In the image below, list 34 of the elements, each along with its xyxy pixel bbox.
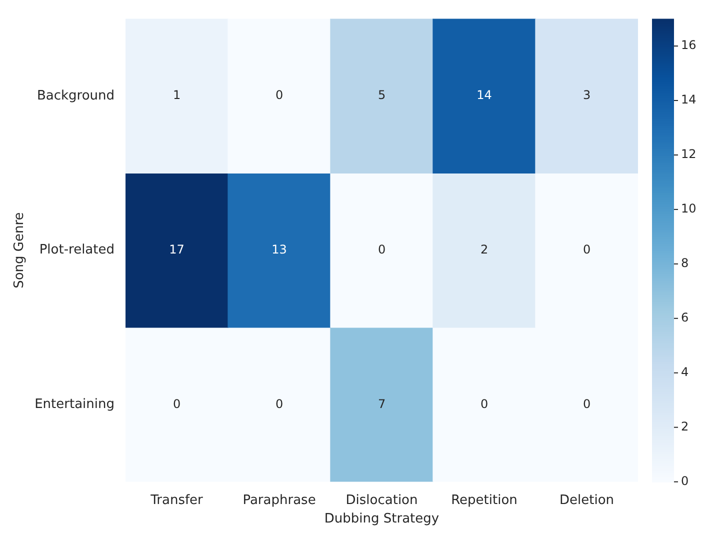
data-label: 7: [378, 396, 386, 411]
data-label: 14: [476, 88, 492, 102]
y-tick-label: Entertaining: [34, 397, 115, 412]
data-label: 0: [582, 396, 591, 411]
color-bar-label: 14: [681, 92, 696, 107]
data-label: 0: [378, 242, 386, 256]
color-bar-label: 4: [681, 364, 689, 379]
data-label: 17: [169, 242, 184, 256]
data-label: 1: [172, 88, 181, 102]
data-label: 0: [275, 396, 284, 411]
data-label: 0: [275, 88, 284, 102]
x-tick-label: Dislocation: [346, 492, 418, 508]
data-label: 5: [378, 88, 386, 102]
data-label: 3: [582, 88, 591, 102]
data-label: 13: [272, 242, 287, 256]
color-bar-label: 8: [681, 256, 689, 270]
data-label: 0: [480, 396, 488, 411]
x-tick-label: Transfer: [150, 492, 204, 508]
x-tick-label: Repetition: [451, 492, 518, 508]
color-bar-label: 6: [681, 310, 689, 325]
data-label: 0: [172, 396, 181, 411]
color-bar-label: 2: [681, 419, 689, 434]
x-axis-title: Dubbing Strategy: [324, 512, 440, 527]
color-bar-label: 16: [681, 38, 696, 52]
color-bar-label: 12: [681, 147, 696, 162]
y-tick-label: Background: [36, 88, 115, 104]
y-tick-label: Plot-related: [39, 242, 115, 258]
data-label: 2: [480, 242, 488, 256]
color-bar-label: 0: [681, 474, 689, 488]
x-tick-label: Paraphrase: [242, 492, 316, 508]
x-tick-label: Deletion: [559, 492, 614, 508]
data-label: 0: [582, 242, 591, 256]
color-bar-label: 10: [681, 202, 696, 216]
y-axis-title: Song Genre: [12, 212, 28, 288]
